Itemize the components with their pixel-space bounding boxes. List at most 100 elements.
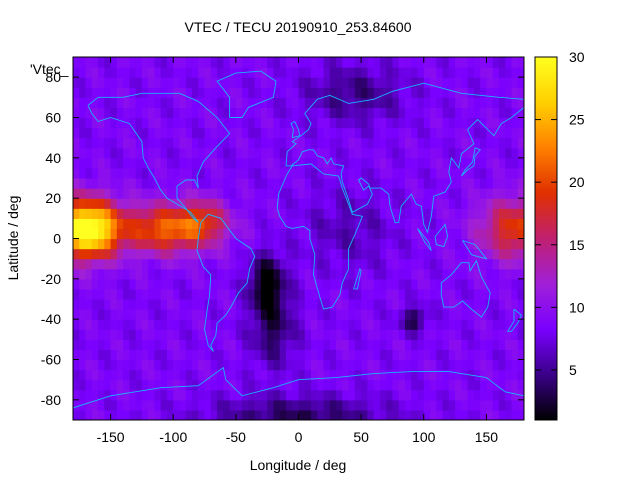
heatmap-cell — [329, 218, 337, 230]
heatmap-cell — [116, 117, 124, 129]
heatmap-cell — [267, 147, 275, 159]
heatmap-cell — [430, 107, 437, 119]
heatmap-cell — [498, 77, 506, 88]
heatmap-cell — [430, 97, 437, 109]
heatmap-cell — [329, 97, 337, 109]
heatmap-cell — [398, 198, 406, 209]
heatmap-cell — [210, 77, 218, 88]
heatmap-cell — [486, 117, 494, 129]
heatmap-cell — [304, 147, 312, 159]
heatmap-cell — [329, 117, 337, 129]
heatmap-cell — [254, 117, 262, 129]
heatmap-cell — [398, 359, 406, 371]
heatmap-cell — [373, 389, 381, 401]
heatmap-cell — [317, 409, 325, 420]
heatmap-cell — [123, 339, 130, 351]
heatmap-cell — [148, 369, 156, 381]
heatmap-cell — [448, 258, 456, 270]
heatmap-cell — [210, 309, 218, 320]
heatmap-cell — [486, 409, 494, 420]
heatmap-cell — [361, 288, 368, 300]
heatmap-cell — [467, 258, 475, 270]
heatmap-cell — [285, 288, 293, 300]
heatmap-cell — [517, 238, 524, 250]
heatmap-cell — [379, 117, 387, 129]
heatmap-cell — [285, 107, 293, 119]
heatmap-cell — [141, 188, 149, 199]
heatmap-cell — [210, 198, 218, 209]
heatmap-cell — [304, 208, 312, 219]
heatmap-cell — [386, 57, 394, 68]
heatmap-cell — [260, 178, 268, 189]
heatmap-cell — [185, 228, 193, 240]
heatmap-cell — [480, 188, 488, 199]
heatmap-cell — [398, 319, 406, 330]
heatmap-cell — [85, 178, 93, 189]
heatmap-cell — [242, 127, 249, 139]
heatmap-cell — [329, 57, 337, 68]
heatmap-cell — [123, 218, 130, 230]
heatmap-cell — [480, 359, 488, 371]
heatmap-cell — [392, 117, 400, 129]
heatmap-cell — [235, 399, 243, 411]
heatmap-cell — [85, 137, 93, 149]
heatmap-cell — [217, 359, 224, 371]
heatmap-cell — [229, 157, 237, 169]
heatmap-cell — [79, 389, 87, 401]
heatmap-cell — [311, 157, 318, 169]
heatmap-cell — [85, 349, 93, 361]
heatmap-cell — [473, 137, 481, 149]
heatmap-cell — [110, 399, 118, 411]
heatmap-cell — [505, 268, 513, 280]
heatmap-cell — [336, 167, 343, 179]
heatmap-cell — [79, 178, 87, 189]
heatmap-cell — [248, 87, 256, 98]
heatmap-cell — [292, 399, 300, 411]
heatmap-cell — [505, 147, 513, 159]
heatmap-cell — [229, 167, 237, 179]
heatmap-cell — [292, 87, 300, 98]
heatmap-cell — [404, 67, 412, 78]
heatmap-cell — [329, 369, 337, 381]
heatmap-cell — [260, 127, 268, 139]
heatmap-cell — [311, 67, 318, 78]
heatmap-cell — [229, 107, 237, 119]
heatmap-cell — [79, 379, 87, 391]
x-tick-label: -100 — [159, 429, 187, 445]
heatmap-cell — [279, 208, 287, 219]
heatmap-cell — [455, 369, 462, 381]
heatmap-cell — [123, 409, 130, 420]
heatmap-cell — [98, 178, 105, 189]
heatmap-cell — [367, 107, 375, 119]
heatmap-cell — [348, 218, 356, 230]
heatmap-cell — [260, 57, 268, 68]
heatmap-cell — [373, 248, 381, 260]
heatmap-cell — [455, 107, 462, 119]
heatmap-cell — [185, 137, 193, 149]
heatmap-cell — [448, 299, 456, 310]
heatmap-cell — [342, 409, 350, 420]
heatmap-cell — [285, 309, 293, 320]
heatmap-cell — [386, 107, 394, 119]
heatmap-cell — [198, 309, 206, 320]
heatmap-cell — [104, 389, 112, 401]
heatmap-cell — [486, 228, 494, 240]
heatmap-cell — [386, 278, 394, 290]
heatmap-cell — [442, 167, 450, 179]
heatmap-cell — [148, 379, 156, 391]
heatmap-cell — [505, 107, 513, 119]
heatmap-cell — [461, 198, 469, 209]
heatmap-cell — [173, 67, 181, 78]
heatmap-cell — [85, 238, 93, 250]
heatmap-cell — [173, 299, 181, 310]
heatmap-cell — [185, 299, 193, 310]
heatmap-cell — [85, 329, 93, 340]
heatmap-cell — [85, 258, 93, 270]
heatmap-cell — [480, 258, 488, 270]
heatmap-cell — [329, 67, 337, 78]
heatmap-cell — [242, 57, 249, 68]
heatmap-cell — [123, 349, 130, 361]
heatmap-cell — [392, 278, 400, 290]
heatmap-cell — [210, 218, 218, 230]
heatmap-cell — [436, 238, 444, 250]
